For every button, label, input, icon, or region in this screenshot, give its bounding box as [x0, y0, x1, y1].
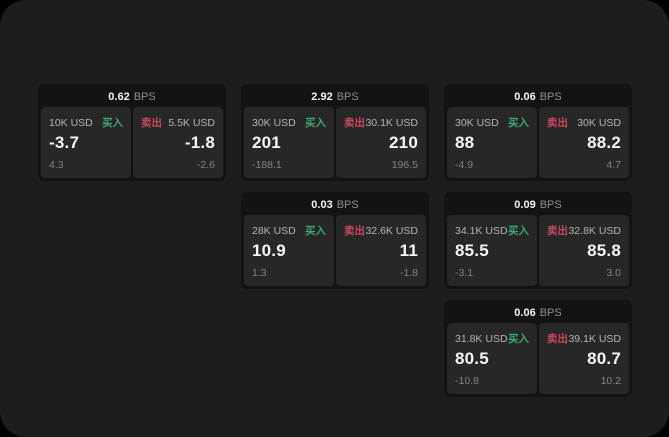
- bps-unit-label: BPS: [133, 91, 156, 103]
- buy-amount: 10K USD: [49, 116, 93, 129]
- sell-change: -1.8: [399, 267, 418, 279]
- quote-card-grid: 0.62 BPS 10K USD 买入 -3.7 4.3 卖出 5.5K USD: [38, 84, 632, 397]
- card-header: 0.06 BPS: [447, 303, 629, 323]
- buy-change: -3.1: [455, 267, 474, 279]
- buy-panel[interactable]: 34.1K USD 买入 85.5 -3.1: [447, 215, 537, 286]
- sell-panel[interactable]: 卖出 39.1K USD 80.7 10.2: [539, 323, 629, 394]
- buy-amount: 34.1K USD: [455, 224, 508, 237]
- sell-change: 3.0: [606, 267, 621, 279]
- sell-amount: 32.8K USD: [568, 224, 621, 237]
- sell-price: 11: [399, 241, 418, 260]
- sell-side-label: 卖出: [344, 225, 365, 237]
- quote-card[interactable]: 0.62 BPS 10K USD 买入 -3.7 4.3 卖出 5.5K USD: [38, 84, 226, 181]
- sell-change: 4.7: [606, 159, 621, 171]
- buy-change: -10.8: [455, 375, 479, 387]
- bps-value: 0.03: [311, 199, 333, 211]
- buy-panel[interactable]: 30K USD 买入 88 -4.9: [447, 107, 537, 178]
- sell-amount: 5.5K USD: [168, 116, 215, 129]
- sell-amount: 39.1K USD: [568, 332, 621, 345]
- bps-unit-label: BPS: [539, 91, 562, 103]
- buy-price: 201: [252, 133, 281, 152]
- card-header: 2.92 BPS: [244, 87, 426, 107]
- sell-side-label: 卖出: [547, 333, 568, 345]
- quote-card[interactable]: 0.03 BPS 28K USD 买入 10.9 1.3 卖出 32.6K US…: [241, 192, 429, 289]
- sell-side-label: 卖出: [547, 117, 568, 129]
- buy-panel[interactable]: 28K USD 买入 10.9 1.3: [244, 215, 334, 286]
- sell-panel[interactable]: 卖出 30K USD 88.2 4.7: [539, 107, 629, 178]
- sell-amount: 30.1K USD: [365, 116, 418, 129]
- buy-panel[interactable]: 30K USD 买入 201 -188.1: [244, 107, 334, 178]
- buy-side-label: 买入: [508, 225, 529, 237]
- sell-panel[interactable]: 卖出 5.5K USD -1.8 -2.6: [133, 107, 223, 178]
- sell-change: 10.2: [600, 375, 621, 387]
- quote-card[interactable]: 0.09 BPS 34.1K USD 买入 85.5 -3.1 卖出 32.8K…: [444, 192, 632, 289]
- card-header: 0.09 BPS: [447, 195, 629, 215]
- bps-value: 0.09: [514, 199, 536, 211]
- buy-side-label: 买入: [508, 117, 529, 129]
- bps-value: 0.62: [108, 91, 130, 103]
- buy-amount: 28K USD: [252, 224, 296, 237]
- buy-amount: 30K USD: [252, 116, 296, 129]
- sell-amount: 30K USD: [577, 116, 621, 129]
- card-header: 0.06 BPS: [447, 87, 629, 107]
- sell-price: 80.7: [587, 349, 621, 368]
- buy-amount: 30K USD: [455, 116, 499, 129]
- sell-side-label: 卖出: [344, 117, 365, 129]
- sell-price: 210: [389, 133, 418, 152]
- buy-panel[interactable]: 10K USD 买入 -3.7 4.3: [41, 107, 131, 178]
- sell-panel[interactable]: 卖出 30.1K USD 210 196.5: [336, 107, 426, 178]
- sell-change: 196.5: [391, 159, 418, 171]
- card-header: 0.03 BPS: [244, 195, 426, 215]
- quote-card[interactable]: 2.92 BPS 30K USD 买入 201 -188.1 卖出 30.1K …: [241, 84, 429, 181]
- sell-side-label: 卖出: [547, 225, 568, 237]
- buy-amount: 31.8K USD: [455, 332, 508, 345]
- sell-amount: 32.6K USD: [365, 224, 418, 237]
- buy-price: -3.7: [49, 133, 80, 152]
- buy-panel[interactable]: 31.8K USD 买入 80.5 -10.8: [447, 323, 537, 394]
- buy-side-label: 买入: [305, 117, 326, 129]
- sell-side-label: 卖出: [141, 117, 162, 129]
- buy-change: 1.3: [252, 267, 267, 279]
- buy-price: 85.5: [455, 241, 489, 260]
- bps-unit-label: BPS: [539, 199, 562, 211]
- sell-change: -2.6: [196, 159, 215, 171]
- sell-panel[interactable]: 卖出 32.6K USD 11 -1.8: [336, 215, 426, 286]
- bps-unit-label: BPS: [336, 91, 359, 103]
- sell-price: 85.8: [587, 241, 621, 260]
- quote-card[interactable]: 0.06 BPS 30K USD 买入 88 -4.9 卖出 30K USD: [444, 84, 632, 181]
- card-header: 0.62 BPS: [41, 87, 223, 107]
- bps-unit-label: BPS: [336, 199, 359, 211]
- sell-price: 88.2: [587, 133, 621, 152]
- buy-price: 80.5: [455, 349, 489, 368]
- quote-card[interactable]: 0.06 BPS 31.8K USD 买入 80.5 -10.8 卖出 39.1…: [444, 300, 632, 397]
- buy-side-label: 买入: [508, 333, 529, 345]
- bps-value: 0.06: [514, 91, 536, 103]
- bps-value: 2.92: [311, 91, 333, 103]
- buy-side-label: 买入: [305, 225, 326, 237]
- buy-change: 4.3: [49, 159, 64, 171]
- sell-panel[interactable]: 卖出 32.8K USD 85.8 3.0: [539, 215, 629, 286]
- bps-unit-label: BPS: [539, 307, 562, 319]
- buy-change: -4.9: [455, 159, 474, 171]
- buy-change: -188.1: [252, 159, 282, 171]
- sell-price: -1.8: [184, 133, 215, 152]
- buy-side-label: 买入: [102, 117, 123, 129]
- buy-price: 10.9: [252, 241, 286, 260]
- bps-value: 0.06: [514, 307, 536, 319]
- buy-price: 88: [455, 133, 475, 152]
